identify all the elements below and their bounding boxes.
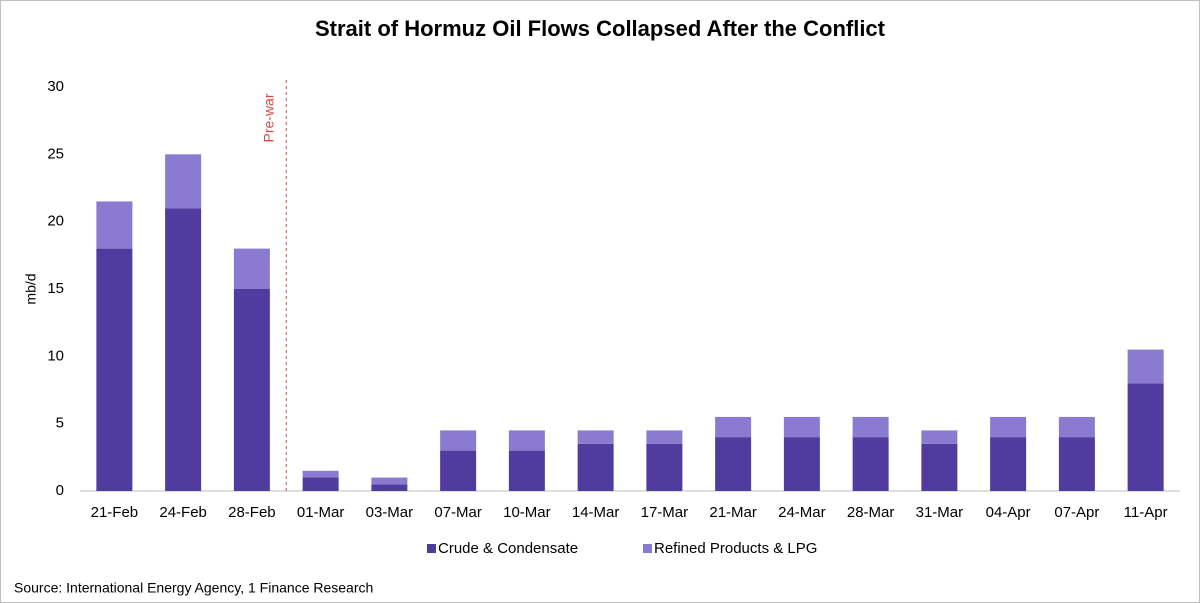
x-tick-label: 21-Feb xyxy=(91,504,139,521)
source-note: Source: International Energy Agency, 1 F… xyxy=(14,580,373,596)
bar-segment xyxy=(371,484,408,491)
bar-segment xyxy=(233,289,270,491)
x-tick-label: 04-Apr xyxy=(986,504,1031,521)
y-axis-label: mb/d xyxy=(23,273,39,304)
legend-swatch xyxy=(643,544,652,553)
bar-segment xyxy=(96,248,133,491)
bar-segment xyxy=(302,470,339,478)
x-tick-label: 21-Mar xyxy=(709,504,757,521)
bar-segment xyxy=(165,154,202,209)
bar-segment xyxy=(646,430,683,444)
bar-segment xyxy=(715,416,752,438)
legend-label: Crude & Condensate xyxy=(438,540,578,557)
bar-segment xyxy=(233,248,270,289)
bar-segment xyxy=(921,430,958,444)
bar-segment xyxy=(852,437,889,491)
x-tick-label: 31-Mar xyxy=(916,504,964,521)
x-tick-label: 17-Mar xyxy=(641,504,689,521)
x-tick-label: 10-Mar xyxy=(503,504,551,521)
x-tick-label: 01-Mar xyxy=(297,504,345,521)
bar-segment xyxy=(1058,437,1095,491)
legend-swatch xyxy=(427,544,436,553)
bar-segment xyxy=(783,416,820,438)
y-tick-label: 30 xyxy=(47,78,64,95)
bar-segment xyxy=(1058,416,1095,438)
bar-segment xyxy=(990,437,1027,491)
bar-segment xyxy=(1127,349,1164,384)
bar-segment xyxy=(921,443,958,491)
bar-segment xyxy=(715,437,752,491)
x-tick-label: 24-Feb xyxy=(159,504,207,521)
bar-segment xyxy=(371,477,408,485)
bar-segment xyxy=(440,450,477,491)
x-tick-label: 03-Mar xyxy=(366,504,414,521)
bar-segment xyxy=(508,450,545,491)
x-tick-label: 07-Mar xyxy=(434,504,482,521)
bar-segment xyxy=(96,201,133,249)
bar-segment xyxy=(1127,383,1164,491)
bar-segment xyxy=(508,430,545,451)
x-tick-label: 07-Apr xyxy=(1054,504,1099,521)
bar-segment xyxy=(783,437,820,491)
x-tick-label: 24-Mar xyxy=(778,504,826,521)
y-tick-label: 0 xyxy=(56,482,64,499)
bar-segment xyxy=(577,430,614,444)
x-tick-label: 11-Apr xyxy=(1124,504,1168,521)
bar-segment xyxy=(440,430,477,451)
bar-segment xyxy=(165,208,202,491)
y-tick-label: 10 xyxy=(47,347,64,364)
x-tick-label: 14-Mar xyxy=(572,504,620,521)
y-tick-label: 20 xyxy=(47,213,64,230)
annotation: Pre-war xyxy=(261,93,277,142)
bar-segment xyxy=(646,443,683,491)
legend-label: Refined Products & LPG xyxy=(654,540,817,557)
bar-segment xyxy=(852,416,889,438)
chart-title: Strait of Hormuz Oil Flows Collapsed Aft… xyxy=(315,16,886,41)
y-tick-label: 5 xyxy=(56,415,64,432)
x-tick-label: 28-Feb xyxy=(228,504,276,521)
y-tick-label: 15 xyxy=(47,280,64,297)
bar-segment xyxy=(302,477,339,491)
bar-segment xyxy=(577,443,614,491)
y-tick-label: 25 xyxy=(47,145,64,162)
bar-segment xyxy=(990,416,1027,438)
x-tick-label: 28-Mar xyxy=(847,504,895,521)
